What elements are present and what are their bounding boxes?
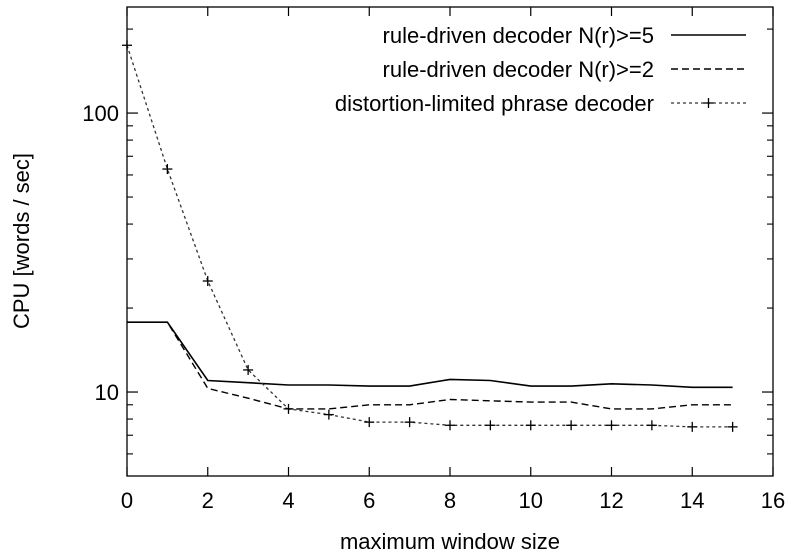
legend-label-1: rule-driven decoder N(r)>=5 [383,23,654,48]
data-point-marker [364,417,375,428]
x-tick-label: 6 [363,488,375,513]
y-tick-label: 100 [82,101,119,126]
x-tick-label: 0 [121,488,133,513]
y-tick-labels: 10 100 [82,101,119,405]
x-tick-label: 12 [599,488,623,513]
data-point-marker [525,420,536,431]
data-point-marker [323,409,334,420]
y-axis-label: CPU [words / sec] [9,153,34,329]
axis-ticks [126,7,774,476]
data-point-marker [283,403,294,414]
data-point-marker [122,40,132,51]
data-point-marker [243,364,254,375]
series-line-1 [127,321,733,389]
x-tick-label: 2 [202,488,214,513]
data-point-marker [404,417,415,428]
x-tick-label: 4 [282,488,294,513]
x-tick-label: 10 [519,488,543,513]
data-point-marker [162,164,173,175]
x-tick-label: 14 [680,488,704,513]
data-point-marker [485,420,496,431]
x-tick-label: 16 [761,488,785,513]
x-tick-label: 8 [444,488,456,513]
legend-label-2: rule-driven decoder N(r)>=2 [383,57,654,82]
data-point-marker [727,421,738,432]
data-point-marker [566,420,577,431]
legend-marker [703,98,714,108]
series-line-2 [127,321,733,410]
x-tick-labels: 0 2 4 6 8 10 12 14 16 [121,488,785,513]
data-point-marker [687,421,698,432]
x-axis-label: maximum window size [340,529,560,554]
legend-label-3: distortion-limited phrase decoder [335,91,654,116]
data-point-marker [202,276,213,287]
y-tick-label: 10 [95,380,119,405]
series-markers [122,40,738,432]
data-point-marker [606,420,617,431]
data-point-marker [445,420,455,431]
series-lines [126,45,733,428]
legend: rule-driven decoder N(r)>=5 rule-driven d… [335,23,746,116]
data-point-marker [646,420,657,431]
